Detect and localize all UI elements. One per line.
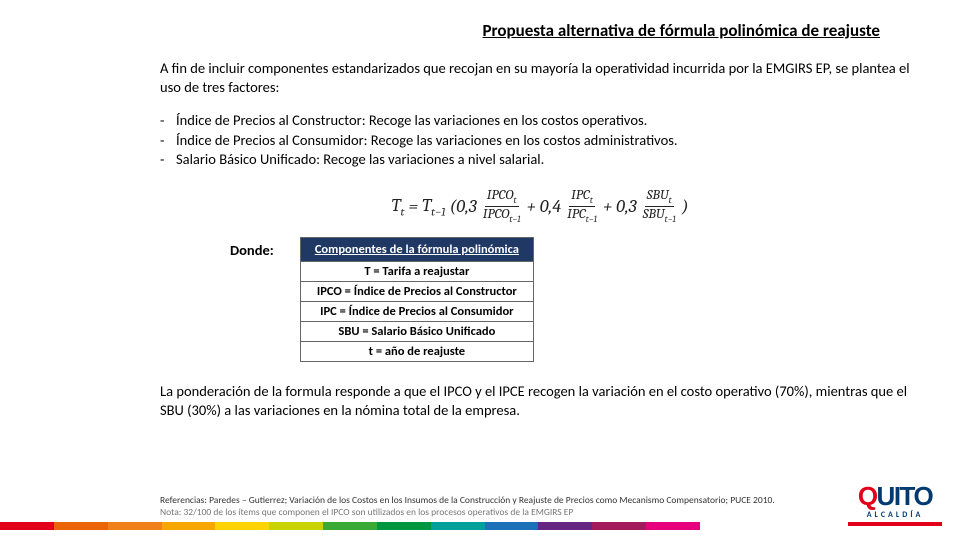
logo-rest: UITO — [877, 481, 933, 511]
table-row: t = año de reajuste — [300, 342, 533, 362]
bullet-dash: - — [160, 150, 176, 170]
components-table: Componentes de la fórmula polinómica T =… — [300, 237, 534, 362]
table-row: IPCO = Índice de Precios al Constructor — [300, 282, 533, 302]
table-row: T = Tarifa a reajustar — [300, 262, 533, 282]
table-header: Componentes de la fórmula polinómica — [300, 238, 533, 262]
bullet-list: -Índice de Precios al Constructor: Recog… — [160, 111, 920, 170]
table-row: IPC = Índice de Precios al Consumidor — [300, 302, 533, 322]
bullet-item: Índice de Precios al Consumidor: Recoge … — [176, 131, 678, 151]
conclusion-text: La ponderación de la formula responde a … — [160, 382, 920, 420]
page-title: Propuesta alternativa de fórmula polinóm… — [160, 20, 880, 41]
bullet-item: Salario Básico Unificado: Recoge las var… — [176, 150, 544, 170]
bullet-dash: - — [160, 131, 176, 151]
quito-logo: QUITO ALCALDÍA — [848, 484, 942, 526]
references: Referencias: Paredes – Gutierrez; Variac… — [160, 495, 775, 518]
bullet-dash: - — [160, 111, 176, 131]
formula: Tt = Tt−1 (0,3 IPCOt IPCOt−1 + 0,4 IPCt … — [391, 188, 688, 226]
color-bar — [0, 522, 700, 530]
logo-q: Q — [858, 481, 877, 511]
logo-subtitle: ALCALDÍA — [848, 510, 942, 520]
table-row: SBU = Salario Básico Unificado — [300, 322, 533, 342]
bullet-item: Índice de Precios al Constructor: Recoge… — [176, 111, 647, 131]
donde-label: Donde: — [230, 237, 274, 259]
intro-text: A fin de incluir componentes estandariza… — [160, 59, 920, 97]
logo-underline — [848, 522, 942, 526]
